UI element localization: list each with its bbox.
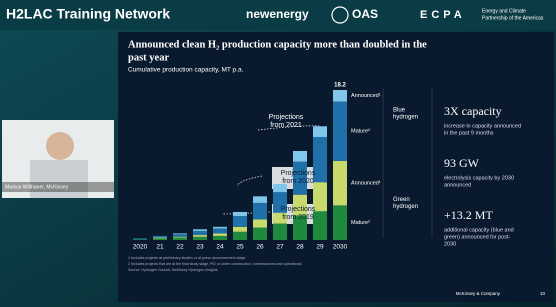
bar-segment [333,102,347,161]
x-tick-label: 26 [256,244,264,251]
segment-label: Announced¹ [351,93,381,99]
person-body [30,160,88,198]
participant-name: Markus Wilthaner, McKinsey [5,184,69,190]
bar-segment [253,228,267,240]
bar-segment [173,234,187,236]
bar-segment [273,224,287,240]
bar-segment [253,196,267,203]
highlight-text: in the past 9 months [444,130,494,136]
x-tick-label: 24 [216,244,224,251]
page: H2LAC Training Network newenergy OAS ECP… [0,0,556,307]
bar-segment [133,238,147,239]
highlight-text: green) announced for post- [444,234,511,240]
segment-label: Mature² [351,220,370,226]
highlight-headline: 3X capacity [444,104,502,118]
highlight-text: electrolysis capacity by 2030 [444,175,514,181]
total-label: 18.2 [334,83,346,89]
bar-segment [153,238,167,240]
footer-brand: McKinsey & Company [456,291,501,296]
bar-segment [333,90,347,102]
bar-segment [193,231,207,235]
bar-segment [253,203,267,219]
highlight-headline: +13.2 MT [444,208,493,222]
person-head [46,132,74,160]
bar-segment [213,233,227,235]
bar-segment [273,184,287,192]
logo-text: Partnership of the Americas [482,15,544,21]
highlight-text: increase in capacity announced [444,123,521,129]
bar-segment [233,227,247,232]
x-tick-label: 21 [156,244,164,251]
x-tick-label: 27 [276,244,284,251]
chart-title: past year [128,52,169,63]
bar-segment [253,219,267,227]
x-tick-label: 28 [296,244,304,251]
highlight-text: 2030 [444,241,456,247]
bar-segment [233,216,247,227]
footnote: Source: Hydrogen Council, McKinsey Hydro… [128,268,218,272]
logo: ECPA [420,9,466,21]
bar-segment [233,232,247,240]
bar-segment [333,205,347,240]
bar-segment [193,229,207,231]
highlight-headline: 93 GW [444,156,480,170]
bar-segment [133,239,147,240]
bar-segment [293,151,307,162]
bar-segment [173,238,187,240]
header-title: H2LAC Training Network [6,6,170,22]
x-tick-label: 2020 [133,244,148,251]
footnote: 2 Includes projects that are at the fina… [128,262,302,266]
bar-segment [193,235,207,237]
bar-segment [213,236,227,240]
x-tick-label: 25 [236,244,244,251]
bar-segment [213,227,227,229]
x-tick-label: 23 [196,244,204,251]
bar-segment [153,238,167,239]
x-tick-label: 29 [316,244,324,251]
screen: H2LAC Training Network newenergy OAS ECP… [0,0,556,307]
logo: OAS [352,7,378,21]
bar-segment [313,126,327,137]
highlight-text: additional capacity (blue and [444,227,514,233]
bar-segment [213,228,227,233]
bar-segment [173,233,187,234]
chart-title: Announced clean H₂ production capacity m… [128,39,427,50]
bar-segment [153,236,167,238]
page-number: 10 [540,291,546,296]
bar-segment [233,212,247,216]
bar-segment [333,161,347,206]
segment-label: Mature² [351,129,370,135]
chart-subtitle: Cumulative production capacity, MT p.a. [128,67,244,74]
x-tick-label: 22 [176,244,184,251]
highlight-text: announced [444,182,471,188]
bar-segment [313,211,327,240]
segment-label: Announced¹ [351,181,381,187]
x-tick-label: 2030 [333,244,348,251]
footnote: 1 Includes projects at preliminary studi… [128,256,245,260]
logo: newenergy [246,7,309,21]
logo-text: Energy and Climate [482,8,526,14]
bar-segment [193,237,207,240]
bar-segment [173,237,187,238]
